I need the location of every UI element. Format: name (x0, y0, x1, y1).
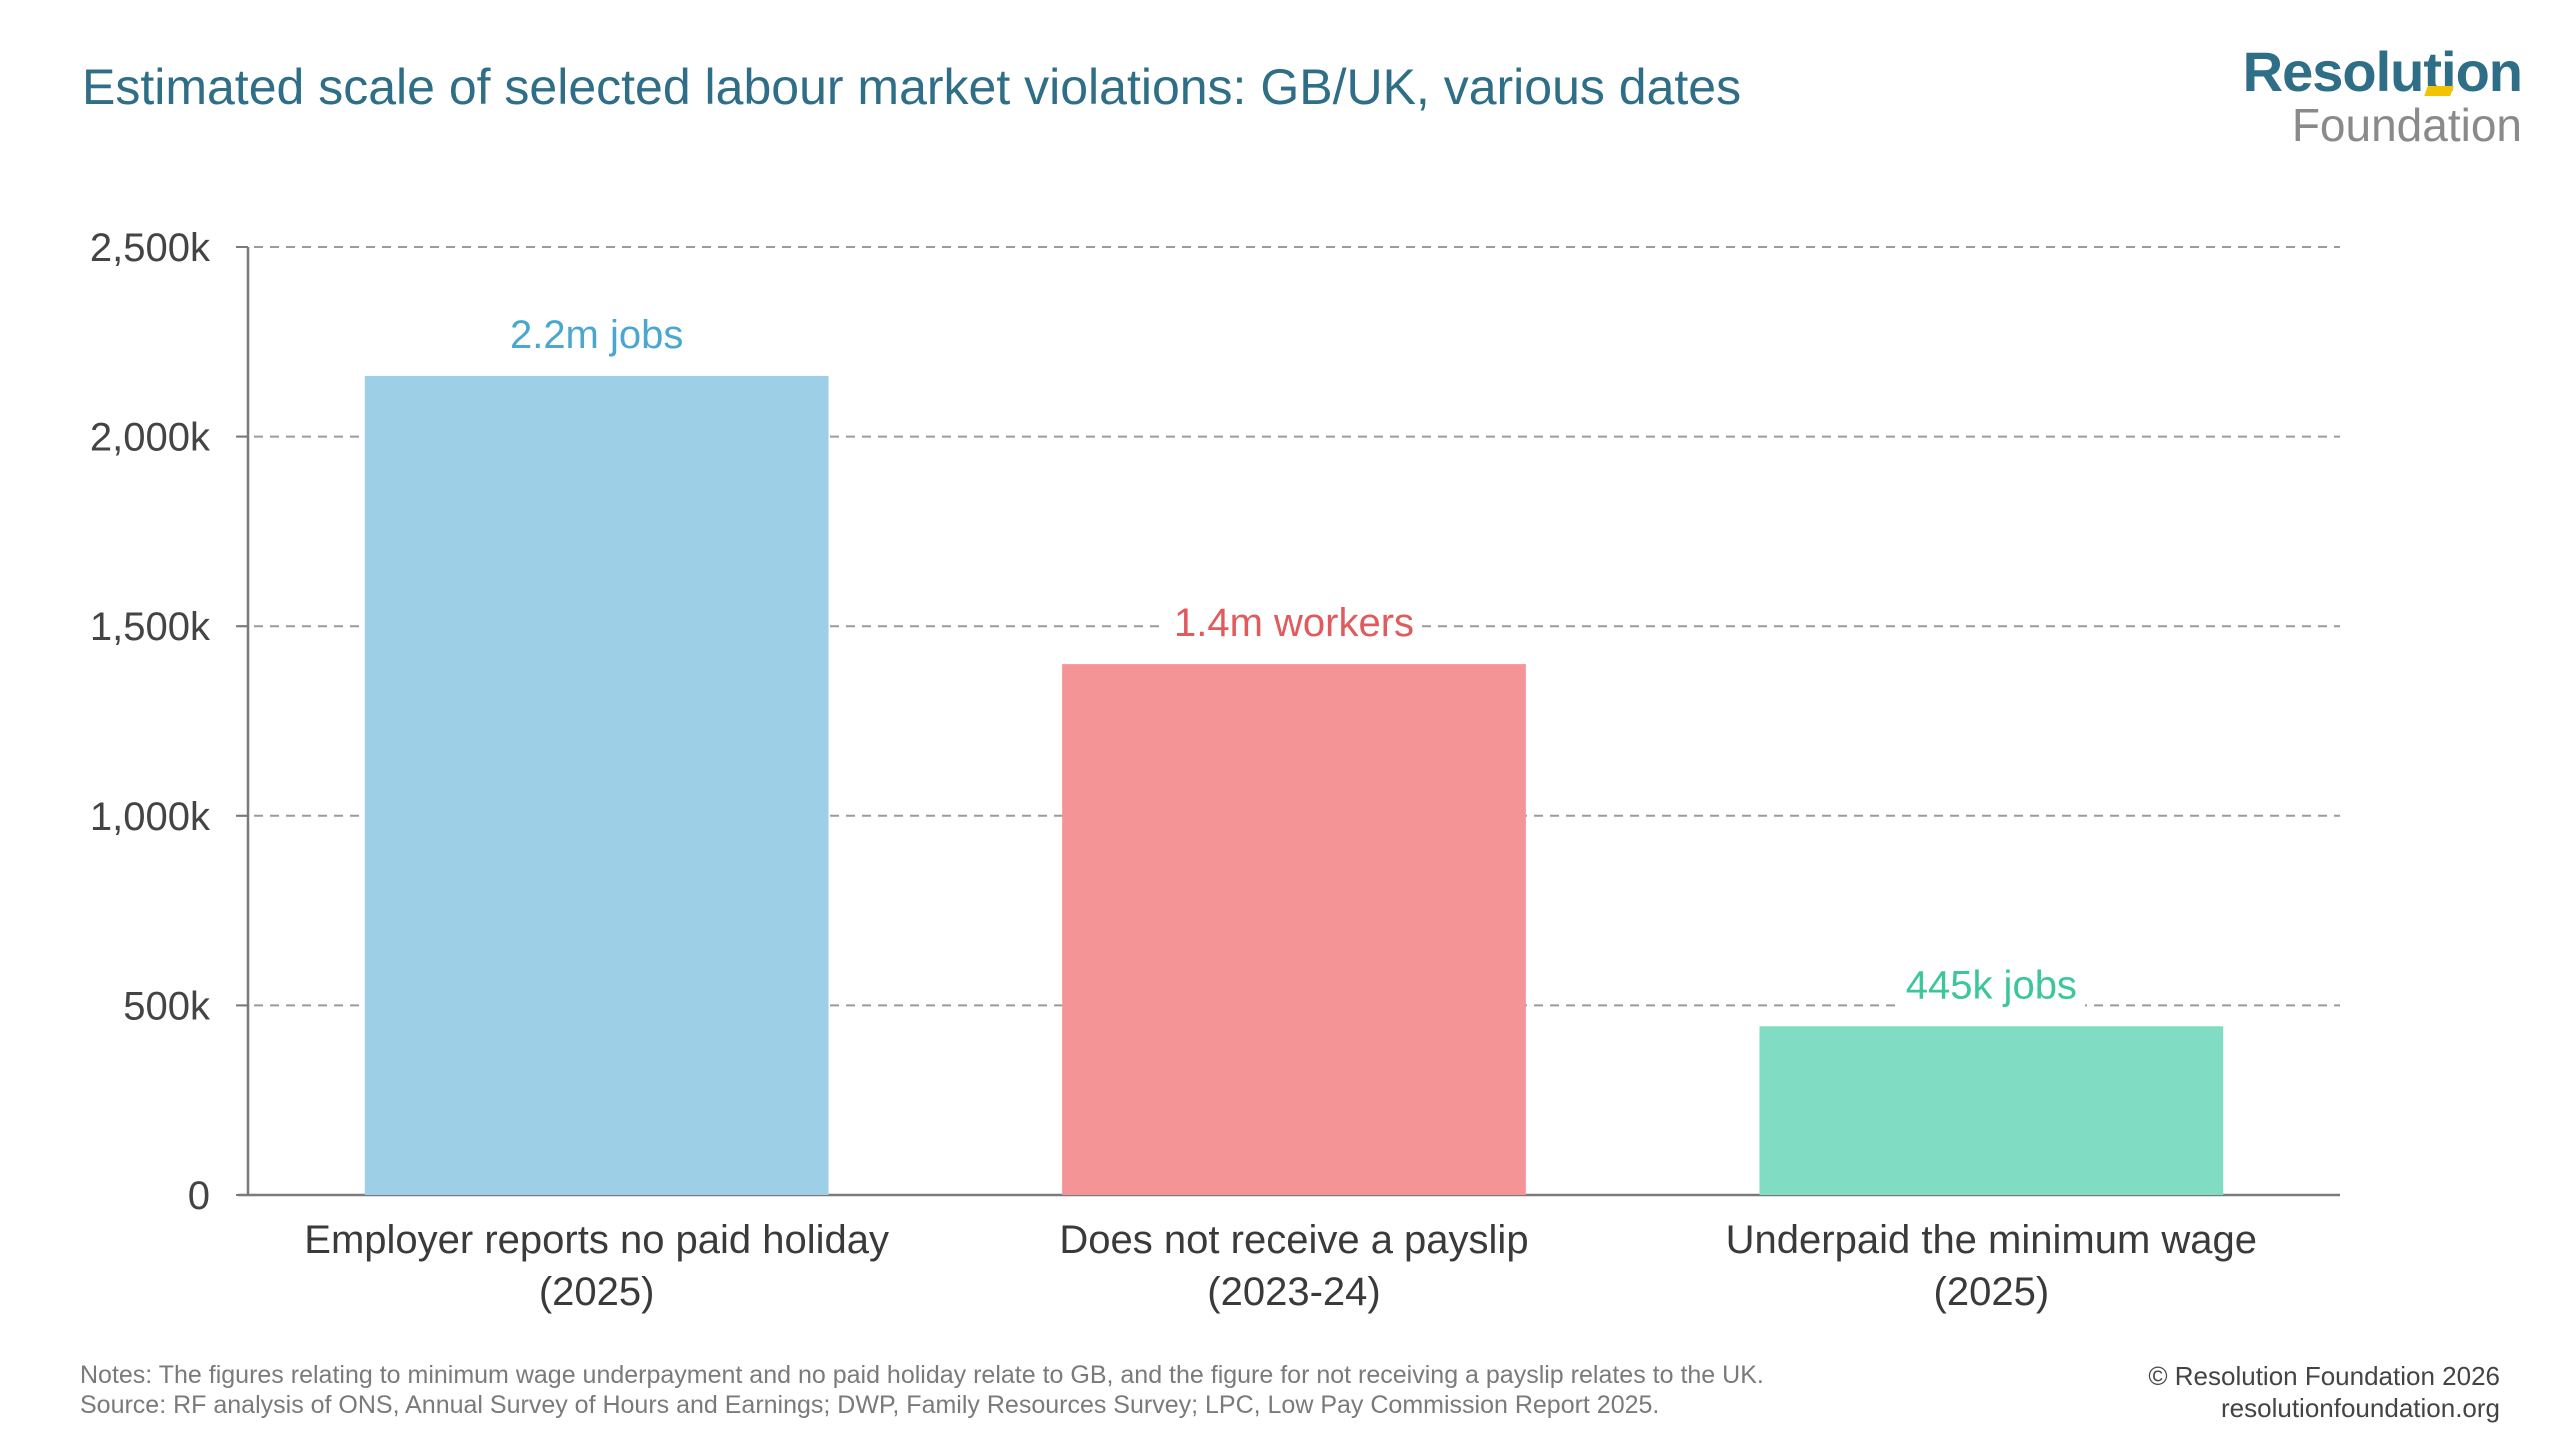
y-tick-label: 2,500k (90, 226, 211, 270)
chart-title: Estimated scale of selected labour marke… (82, 59, 1742, 115)
bar (364, 375, 829, 1196)
source-line: Source: RF analysis of ONS, Annual Surve… (80, 1391, 1660, 1419)
y-tick-label: 500k (123, 984, 211, 1028)
bar (1759, 1026, 2224, 1195)
y-tick-label: 2,000k (90, 416, 211, 460)
category-label: (2023-24) (1207, 1270, 1380, 1314)
logo-text-bottom: Foundation (2291, 99, 2522, 151)
y-tick-label: 1,500k (90, 605, 211, 649)
data-label-background (1897, 963, 2085, 1008)
copyright-text: © Resolution Foundation 2026 (2148, 1361, 2500, 1391)
bar-chart: 0 500k 1,000k 1,500k 2,000k 2,500k 2.2m jobs Em… (90, 226, 2340, 1314)
copyright-credit: © Resolution Foundation 2026 resolutionf… (2148, 1360, 2500, 1424)
category-label: Does not receive a payslip (1059, 1218, 1528, 1262)
website-link[interactable]: resolutionfoundation.org (2221, 1393, 2500, 1423)
data-label-background (501, 312, 692, 357)
data-label: 1.4m workers (1174, 601, 1414, 645)
category-label: (2025) (1934, 1270, 2050, 1314)
category-label: Employer reports no paid holiday (304, 1218, 889, 1262)
category-label: (2025) (539, 1270, 655, 1314)
y-tick-label: 1,000k (90, 795, 211, 839)
data-label-background (1165, 601, 1423, 646)
resolution-foundation-logo: Resolution Foundation (2192, 40, 2523, 152)
y-tick-label: 0 (188, 1174, 210, 1218)
logo-text-top: Resolution (2242, 40, 2523, 103)
chart-notes: Notes: The figures relating to minimum w… (80, 1360, 1764, 1420)
data-label: 2.2m jobs (510, 313, 683, 357)
data-label: 445k jobs (1906, 963, 2077, 1007)
bar (1062, 664, 1526, 1195)
notes-line: Notes: The figures relating to minimum w… (80, 1361, 1764, 1389)
category-label: Underpaid the minimum wage (1726, 1218, 2257, 1262)
